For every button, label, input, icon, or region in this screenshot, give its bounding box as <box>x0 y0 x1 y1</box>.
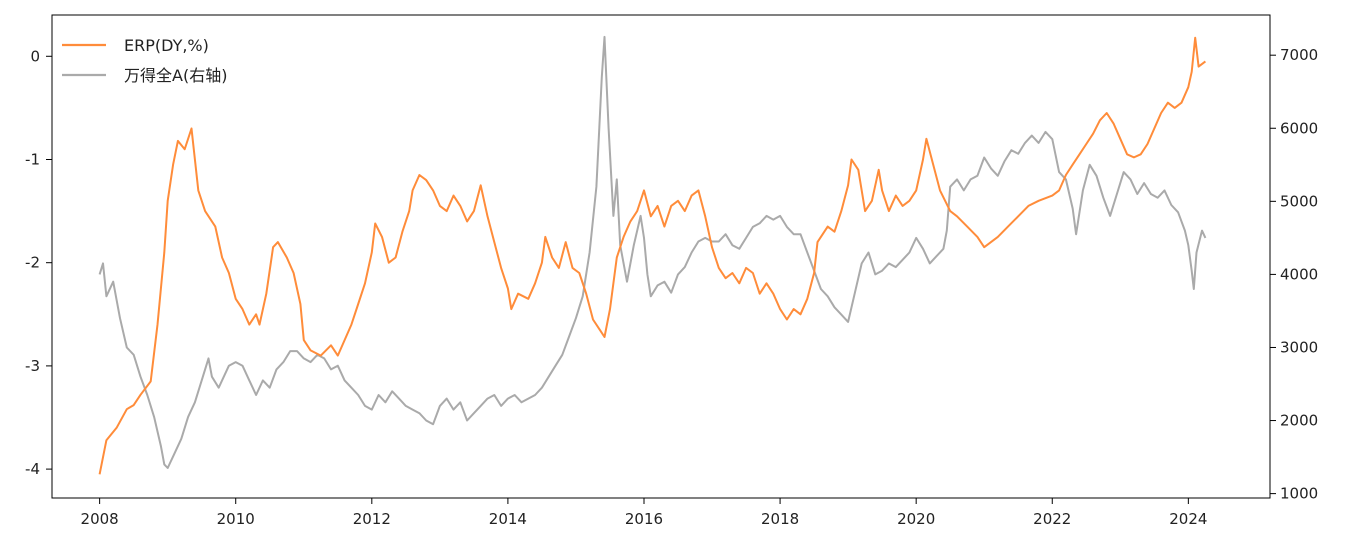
x-axis: 2008 2010 2012 2014 2016 2018 2020 2022 2024 <box>81 498 1207 528</box>
y-left-tick-label: -2 <box>25 254 40 272</box>
y-right-tick-label: 4000 <box>1280 265 1318 283</box>
x-tick-label: 2014 <box>489 510 527 528</box>
legend-label: 万得全A(右轴) <box>124 66 227 85</box>
y-left-tick-label: -1 <box>25 150 40 168</box>
y-axis-right: 7000 6000 5000 4000 3000 2000 1000 <box>1270 46 1318 503</box>
x-tick-label: 2018 <box>761 510 799 528</box>
y-right-tick-label: 6000 <box>1280 119 1318 137</box>
y-left-tick-label: -3 <box>25 357 40 375</box>
y-right-tick-label: 1000 <box>1280 485 1318 503</box>
series-line-right <box>98 35 1207 469</box>
legend: ERP(DY,%) 万得全A(右轴) <box>62 36 227 85</box>
y-right-tick-label: 7000 <box>1280 46 1318 64</box>
y-left-tick-label: 0 <box>30 47 40 65</box>
x-tick-label: 2024 <box>1169 510 1207 528</box>
y-right-tick-label: 5000 <box>1280 192 1318 210</box>
y-right-tick-label: 3000 <box>1280 338 1318 356</box>
x-tick-label: 2022 <box>1033 510 1071 528</box>
x-tick-label: 2012 <box>353 510 391 528</box>
plot-frame <box>51 14 1271 499</box>
series-line-left <box>98 36 1207 475</box>
x-tick-label: 2010 <box>217 510 255 528</box>
x-tick-label: 2020 <box>897 510 935 528</box>
y-axis-left: 0 -1 -2 -3 -4 <box>25 47 52 478</box>
x-tick-label: 2008 <box>81 510 119 528</box>
y-left-tick-label: -4 <box>25 460 40 478</box>
series-layer <box>98 35 1207 475</box>
x-tick-label: 2016 <box>625 510 663 528</box>
legend-label: ERP(DY,%) <box>124 36 209 55</box>
y-right-tick-label: 2000 <box>1280 412 1318 430</box>
